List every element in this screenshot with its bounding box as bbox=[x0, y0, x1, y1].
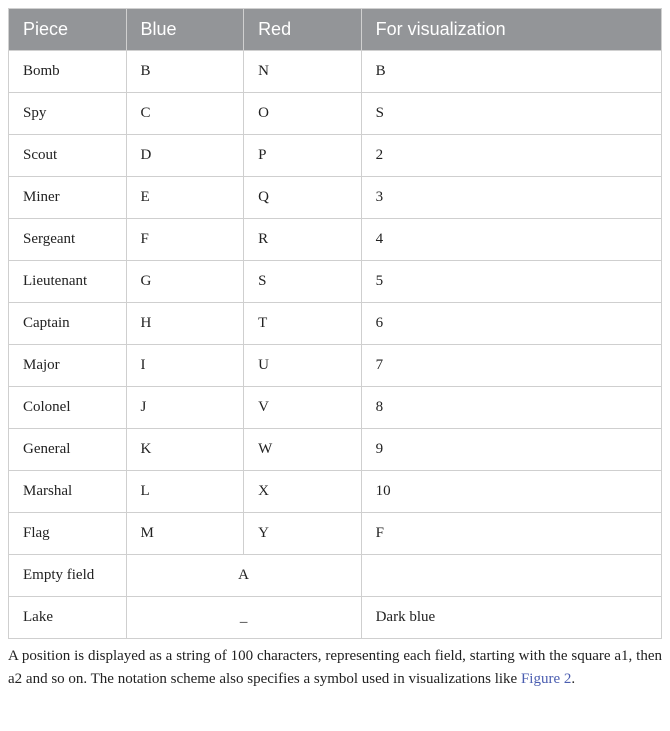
table-row: ColonelJV8 bbox=[9, 387, 662, 429]
cell-vis: 5 bbox=[361, 261, 661, 303]
col-vis: For visualization bbox=[361, 9, 661, 51]
table-row: SpyCOS bbox=[9, 93, 662, 135]
cell-blue: G bbox=[126, 261, 244, 303]
table-row: MinerEQ3 bbox=[9, 177, 662, 219]
cell-piece: Major bbox=[9, 345, 127, 387]
table-row: ScoutDP2 bbox=[9, 135, 662, 177]
table-row-special: Empty fieldA bbox=[9, 555, 662, 597]
table-row: SergeantFR4 bbox=[9, 219, 662, 261]
cell-piece: Miner bbox=[9, 177, 127, 219]
cell-red: R bbox=[244, 219, 362, 261]
cell-vis: 6 bbox=[361, 303, 661, 345]
cell-red: S bbox=[244, 261, 362, 303]
cell-vis: F bbox=[361, 513, 661, 555]
col-blue: Blue bbox=[126, 9, 244, 51]
table-row: LieutenantGS5 bbox=[9, 261, 662, 303]
cell-piece: Spy bbox=[9, 93, 127, 135]
cell-vis: 2 bbox=[361, 135, 661, 177]
cell-piece: Empty field bbox=[9, 555, 127, 597]
cell-blue: J bbox=[126, 387, 244, 429]
cell-vis bbox=[361, 555, 661, 597]
cell-blue: D bbox=[126, 135, 244, 177]
cell-blue: H bbox=[126, 303, 244, 345]
cell-blue: C bbox=[126, 93, 244, 135]
cell-vis: 7 bbox=[361, 345, 661, 387]
cell-piece: Captain bbox=[9, 303, 127, 345]
cell-red: V bbox=[244, 387, 362, 429]
cell-piece: Colonel bbox=[9, 387, 127, 429]
cell-vis: 9 bbox=[361, 429, 661, 471]
cell-piece: Flag bbox=[9, 513, 127, 555]
cell-vis: B bbox=[361, 51, 661, 93]
cell-vis: 10 bbox=[361, 471, 661, 513]
cell-blue: B bbox=[126, 51, 244, 93]
cell-blue: F bbox=[126, 219, 244, 261]
table-row: FlagMYF bbox=[9, 513, 662, 555]
cell-piece: Lieutenant bbox=[9, 261, 127, 303]
cell-red: Y bbox=[244, 513, 362, 555]
cell-blue: I bbox=[126, 345, 244, 387]
cell-vis: 8 bbox=[361, 387, 661, 429]
cell-vis: Dark blue bbox=[361, 597, 661, 639]
table-row: CaptainHT6 bbox=[9, 303, 662, 345]
cell-vis: 3 bbox=[361, 177, 661, 219]
table-caption: A position is displayed as a string of 1… bbox=[8, 645, 662, 692]
piece-notation-table: Piece Blue Red For visualization BombBNB… bbox=[8, 8, 662, 639]
col-red: Red bbox=[244, 9, 362, 51]
table-row: MajorIU7 bbox=[9, 345, 662, 387]
caption-text-post: . bbox=[571, 671, 575, 687]
cell-blue: M bbox=[126, 513, 244, 555]
cell-vis: 4 bbox=[361, 219, 661, 261]
cell-merged: _ bbox=[126, 597, 361, 639]
cell-blue: L bbox=[126, 471, 244, 513]
cell-red: U bbox=[244, 345, 362, 387]
cell-red: Q bbox=[244, 177, 362, 219]
table-header-row: Piece Blue Red For visualization bbox=[9, 9, 662, 51]
cell-piece: Marshal bbox=[9, 471, 127, 513]
cell-piece: Bomb bbox=[9, 51, 127, 93]
col-piece: Piece bbox=[9, 9, 127, 51]
cell-piece: Scout bbox=[9, 135, 127, 177]
cell-red: P bbox=[244, 135, 362, 177]
cell-blue: E bbox=[126, 177, 244, 219]
cell-red: O bbox=[244, 93, 362, 135]
table-row-special: Lake_Dark blue bbox=[9, 597, 662, 639]
table-row: MarshalLX10 bbox=[9, 471, 662, 513]
table-row: GeneralKW9 bbox=[9, 429, 662, 471]
cell-blue: K bbox=[126, 429, 244, 471]
cell-vis: S bbox=[361, 93, 661, 135]
table-row: BombBNB bbox=[9, 51, 662, 93]
cell-red: W bbox=[244, 429, 362, 471]
cell-piece: General bbox=[9, 429, 127, 471]
cell-red: X bbox=[244, 471, 362, 513]
cell-red: T bbox=[244, 303, 362, 345]
cell-merged: A bbox=[126, 555, 361, 597]
cell-piece: Lake bbox=[9, 597, 127, 639]
cell-red: N bbox=[244, 51, 362, 93]
figure-link[interactable]: Figure 2 bbox=[521, 671, 571, 687]
cell-piece: Sergeant bbox=[9, 219, 127, 261]
